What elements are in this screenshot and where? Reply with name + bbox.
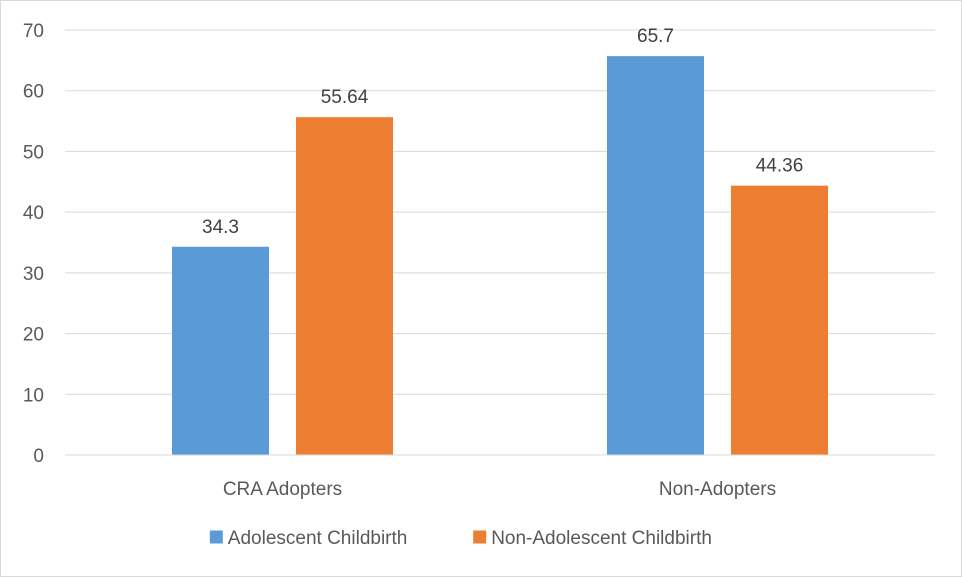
data-label: 65.7	[637, 26, 674, 47]
data-label: 44.36	[756, 156, 804, 177]
bar-1-2	[607, 56, 704, 455]
data-label: 34.3	[202, 217, 239, 238]
bars	[172, 56, 828, 455]
legend: Adolescent Childbirth Non-Adolescent Chil…	[209, 528, 712, 549]
y-tick-label: 20	[23, 325, 44, 346]
data-label: 55.64	[321, 87, 369, 108]
bar-2-1	[296, 117, 393, 455]
legend-swatch-2	[473, 530, 487, 544]
y-tick-label: 30	[23, 264, 44, 285]
legend-swatch-1	[209, 530, 223, 544]
x-category-label: Non-Adopters	[659, 479, 776, 500]
y-tick-label: 40	[23, 203, 44, 224]
x-axis: CRA Adopters Non-Adopters	[65, 454, 935, 500]
y-tick-label: 0	[33, 446, 44, 467]
bar-1-1	[172, 246, 269, 455]
legend-label: Adolescent Childbirth	[228, 528, 408, 549]
legend-label: Non-Adolescent Childbirth	[491, 528, 712, 549]
data-labels: 34.3 55.64 65.7 44.36	[202, 26, 803, 238]
y-tick-label: 50	[23, 142, 44, 163]
bar-2-2	[731, 185, 828, 455]
x-category-label: CRA Adopters	[223, 479, 342, 500]
y-axis: 0 10 20 30 40 50 60 70	[23, 21, 44, 467]
y-tick-label: 70	[23, 21, 44, 42]
y-tick-label: 60	[23, 82, 44, 103]
y-tick-label: 10	[23, 385, 44, 406]
